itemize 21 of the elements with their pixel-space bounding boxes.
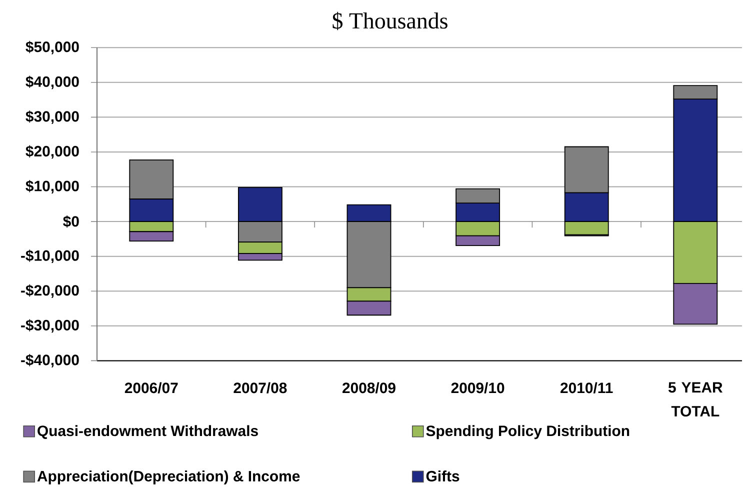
y-tick-label: -$30,000 (21, 319, 79, 333)
chart-subtitle: $ Thousands (332, 12, 448, 30)
y-tick-label: -$40,000 (21, 354, 79, 368)
x-tick-label: 2009/10 (451, 382, 504, 394)
legend-label: Gifts (426, 470, 460, 482)
legend-label: Appreciation(Depreciation) & Income (37, 470, 300, 484)
y-tick-label: -$20,000 (21, 284, 79, 298)
x-tick-label: 2010/11 (560, 382, 613, 394)
x-tick-label: 2008/09 (342, 382, 396, 394)
x-tick-label: 2006/07 (124, 382, 178, 394)
y-tick-label: $0 (63, 215, 79, 228)
y-tick-label: $10,000 (26, 180, 79, 194)
legend-label: Quasi-endowment Withdrawals (38, 425, 258, 439)
x-tick-label: 2007/08 (234, 382, 287, 394)
y-tick-label: $40,000 (26, 76, 79, 90)
y-tick-label: $50,000 (26, 40, 79, 54)
y-tick-label: $30,000 (26, 110, 79, 124)
x-tick-label: 5 YEAR TOTAL (668, 382, 722, 417)
y-tick-label: $20,000 (26, 145, 79, 159)
legend-label: Spending Policy Distribution (426, 425, 630, 440)
y-tick-label: -$10,000 (21, 250, 79, 264)
